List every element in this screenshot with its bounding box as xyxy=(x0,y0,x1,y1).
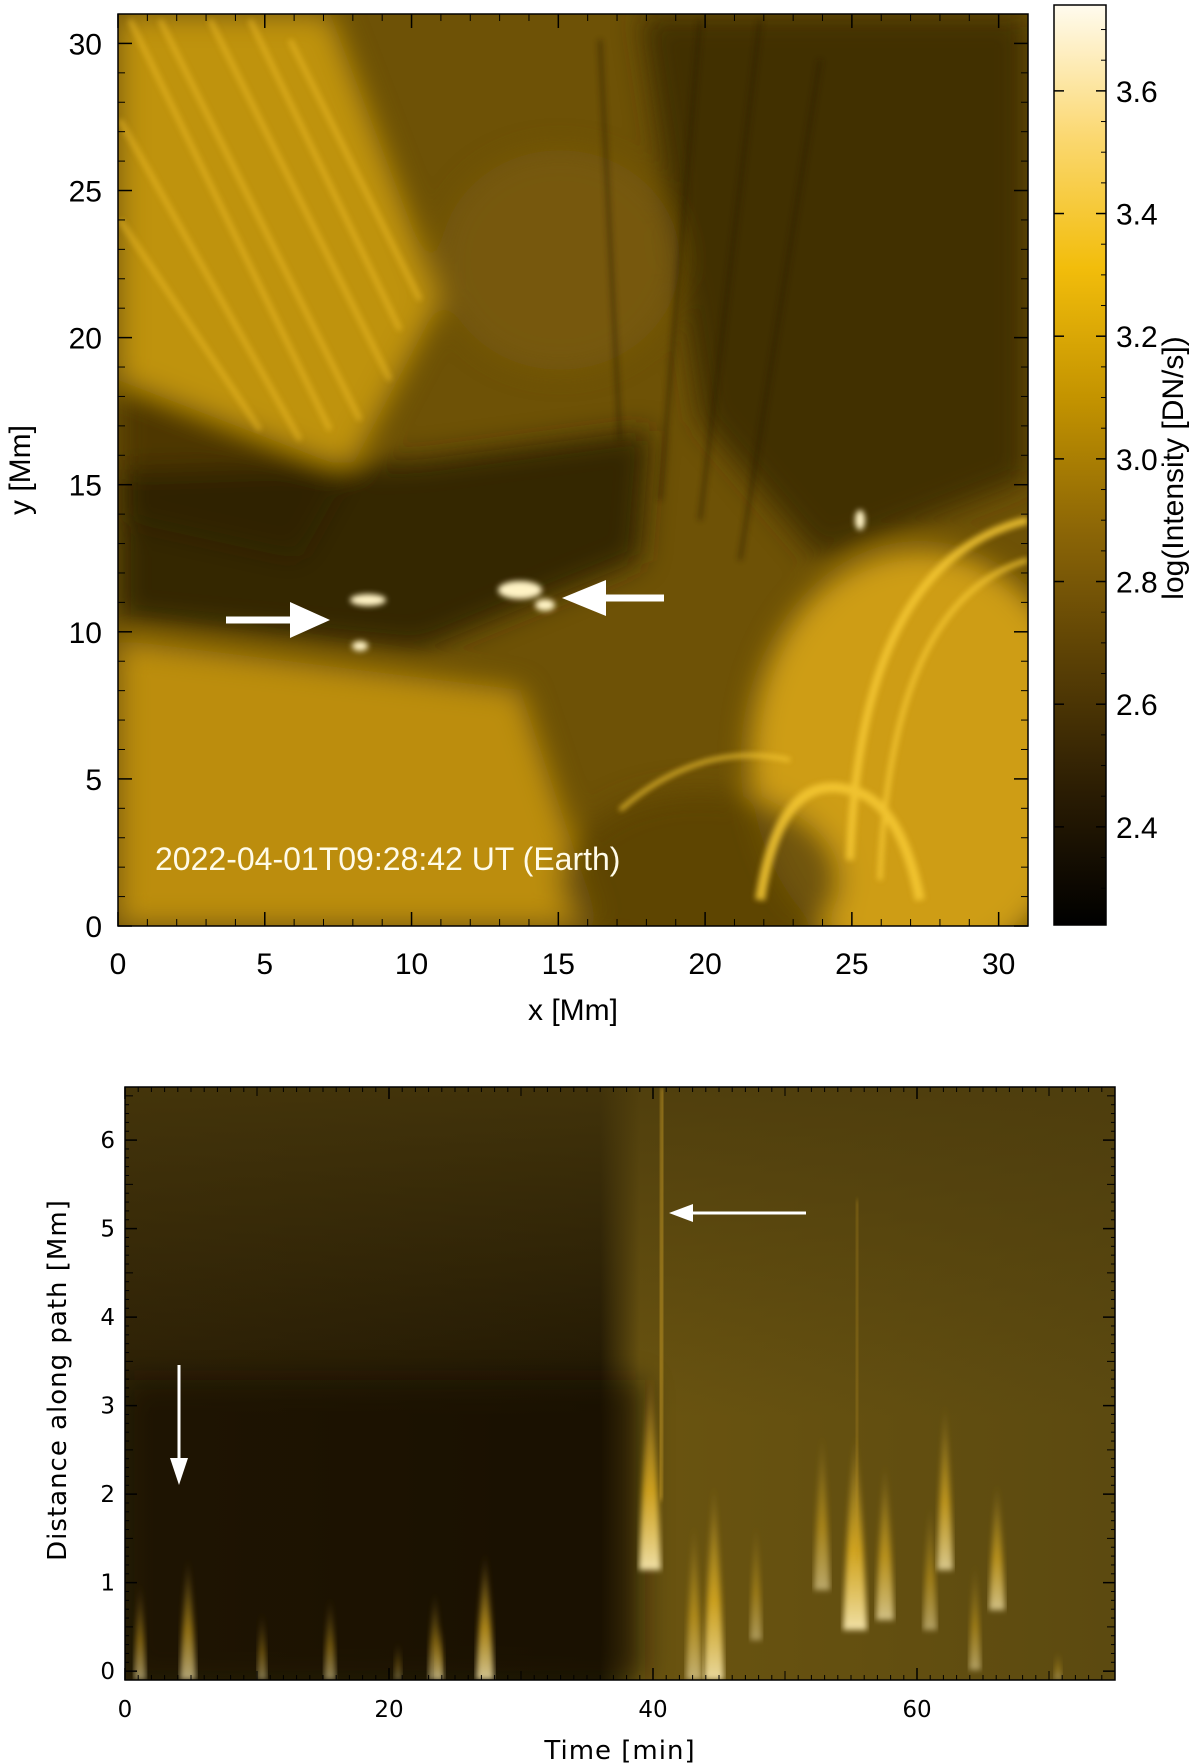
spacetime-streak xyxy=(394,1640,402,1680)
spacetime-streak xyxy=(923,1500,937,1630)
bottom-y-axis-title: Distance along path [Mm] xyxy=(43,1199,73,1561)
y-tick-label: 5 xyxy=(85,764,102,797)
euv-image xyxy=(118,14,1028,926)
colorbar-tick-label: 2.4 xyxy=(1116,812,1158,845)
spacetime-streak xyxy=(180,1555,196,1680)
x-tick-label: 60 xyxy=(902,1697,931,1723)
y-tick-label: 15 xyxy=(69,470,102,503)
spacetime-streak xyxy=(876,1460,894,1620)
y-tick-label: 5 xyxy=(100,1217,115,1243)
spacetime-streak xyxy=(814,1430,830,1590)
down-pointing-arrow xyxy=(170,1365,188,1485)
colorbar-tick-label: 3.4 xyxy=(1116,199,1158,232)
bottom-x-tick-labels: 0 20 40 60 xyxy=(118,1697,932,1723)
spacetime-streak xyxy=(476,1550,494,1680)
y-tick-label: 30 xyxy=(69,28,102,61)
y-tick-label: 0 xyxy=(100,1659,115,1685)
bottom-plot-frame xyxy=(124,1086,1116,1681)
colorbar-tick-label: 3.0 xyxy=(1116,444,1158,477)
x-tick-label: 20 xyxy=(688,948,721,981)
top-y-axis-title: y [Mm] xyxy=(4,425,37,515)
spacetime-image xyxy=(125,1087,1115,1680)
colorbar-label: log(Intensity [DN/s]) xyxy=(1157,336,1190,599)
colorbar xyxy=(1053,4,1107,926)
right-pointing-arrow xyxy=(226,602,330,638)
top-plot-frame xyxy=(117,13,1029,927)
spacetime-streak xyxy=(257,1610,267,1680)
x-tick-label: 25 xyxy=(835,948,868,981)
spacetime-streak xyxy=(686,1520,702,1680)
x-tick-label: 0 xyxy=(118,1697,133,1723)
x-tick-label: 40 xyxy=(638,1697,667,1723)
x-tick-label: 10 xyxy=(395,948,428,981)
top-y-tick-labels: 0 5 10 15 20 25 30 xyxy=(69,28,102,944)
spacetime-streak xyxy=(989,1480,1005,1610)
y-tick-label: 2 xyxy=(100,1482,115,1508)
spacetime-streak xyxy=(937,1400,953,1570)
top-x-axis-title: x [Mm] xyxy=(528,994,618,1027)
left-pointing-arrow xyxy=(562,580,664,616)
spacetime-streak xyxy=(324,1595,336,1680)
spacetime-streak xyxy=(639,1370,661,1570)
x-tick-label: 15 xyxy=(542,948,575,981)
top-axis-ticks xyxy=(117,13,1029,927)
x-tick-label: 20 xyxy=(374,1697,403,1723)
spacetime-streak xyxy=(704,1480,724,1680)
spacetime-streak xyxy=(428,1590,442,1680)
y-tick-label: 0 xyxy=(85,911,102,944)
timestamp-label: 2022-04-01T09:28:42 UT (Earth) xyxy=(155,841,620,877)
spacetime-streak xyxy=(134,1580,146,1680)
y-tick-label: 20 xyxy=(69,323,102,356)
spacetime-streak xyxy=(750,1520,762,1640)
colorbar-ticks xyxy=(1054,29,1106,889)
colorbar-tick-label: 3.2 xyxy=(1116,321,1158,354)
spacetime-streak xyxy=(969,1560,981,1670)
y-tick-label: 10 xyxy=(69,617,102,650)
y-tick-label: 4 xyxy=(100,1305,115,1331)
spacetime-streak xyxy=(1054,1650,1062,1680)
x-tick-label: 0 xyxy=(110,948,127,981)
x-tick-label: 5 xyxy=(256,948,273,981)
bottom-axis-ticks xyxy=(124,1086,1116,1680)
spacetime-streaks xyxy=(134,1370,1062,1680)
y-tick-label: 25 xyxy=(69,176,102,209)
bottom-y-tick-labels: 0 1 2 3 4 5 6 xyxy=(100,1128,115,1685)
y-tick-label: 1 xyxy=(100,1571,115,1597)
colorbar-tick-labels: 2.4 2.6 2.8 3.0 3.2 3.4 3.6 xyxy=(1116,76,1158,845)
colorbar-tick-label: 2.8 xyxy=(1116,567,1158,600)
top-x-tick-labels: 0 5 10 15 20 25 30 xyxy=(110,948,1016,981)
colorbar-tick-label: 2.6 xyxy=(1116,689,1158,722)
y-tick-label: 6 xyxy=(100,1128,115,1154)
x-tick-label: 30 xyxy=(982,948,1015,981)
colorbar-tick-label: 3.6 xyxy=(1116,76,1158,109)
left-pointing-arrow xyxy=(669,1204,806,1222)
bottom-x-axis-title: Time [min] xyxy=(543,1736,695,1764)
y-tick-label: 3 xyxy=(100,1394,115,1420)
